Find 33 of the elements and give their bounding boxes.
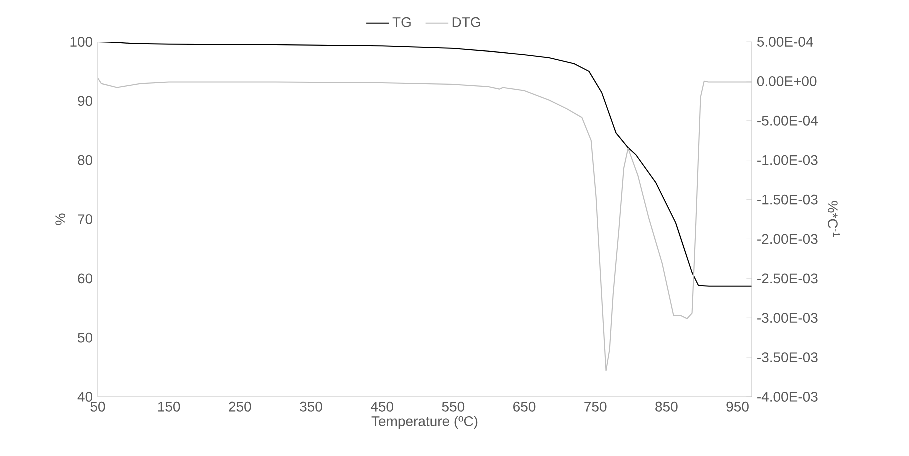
y2-tick-label: -3.50E-03 [758,352,818,363]
y2-axis-title: %*C$^{-1}$ [828,201,840,238]
y2-tick-label: -5.00E-04 [758,116,818,126]
y2-tick-label: -3.00E-03 [758,313,818,324]
x-tick-label: 150 [158,402,180,412]
x-tick-label: 350 [300,402,322,412]
x-tick-label: 750 [584,402,607,412]
y-tick-label: 60 [78,274,93,284]
x-tick-label: 650 [514,402,536,412]
y-tick-label: 70 [78,214,93,224]
x-tick-label: 550 [442,402,465,412]
x-tick-label: 450 [370,402,394,412]
y-tick-label: 80 [78,155,93,166]
y2-tick-label: -2.00E-03 [758,234,818,244]
line-series [98,42,752,287]
legend-label: DTG [452,17,480,28]
x-tick-label: 950 [726,402,749,412]
y2-tick-label: 0.00E+00 [757,76,817,86]
y2-tick-label: -1.50E-03 [758,194,818,205]
y-tick-label: 50 [78,332,93,343]
y2-tick-label: -4.00E-03 [758,392,818,402]
y-tick-label: 90 [78,96,93,106]
y-tick-label: 100 [70,37,93,47]
y2-tick-label: 5.00E-04 [757,37,814,47]
y2-tick-label: -1.00E-03 [758,155,818,166]
x-axis-title: Temperature (ºC) [372,416,478,430]
x-tick-label: 250 [229,402,252,412]
y-tick-label: 40 [78,392,93,402]
y2-tick-label: -2.50E-03 [758,274,818,284]
legend-label: TG [392,17,411,28]
x-tick-label: 50 [90,402,106,412]
x-tick-label: 850 [656,402,678,412]
y-axis-title: % [56,214,66,226]
